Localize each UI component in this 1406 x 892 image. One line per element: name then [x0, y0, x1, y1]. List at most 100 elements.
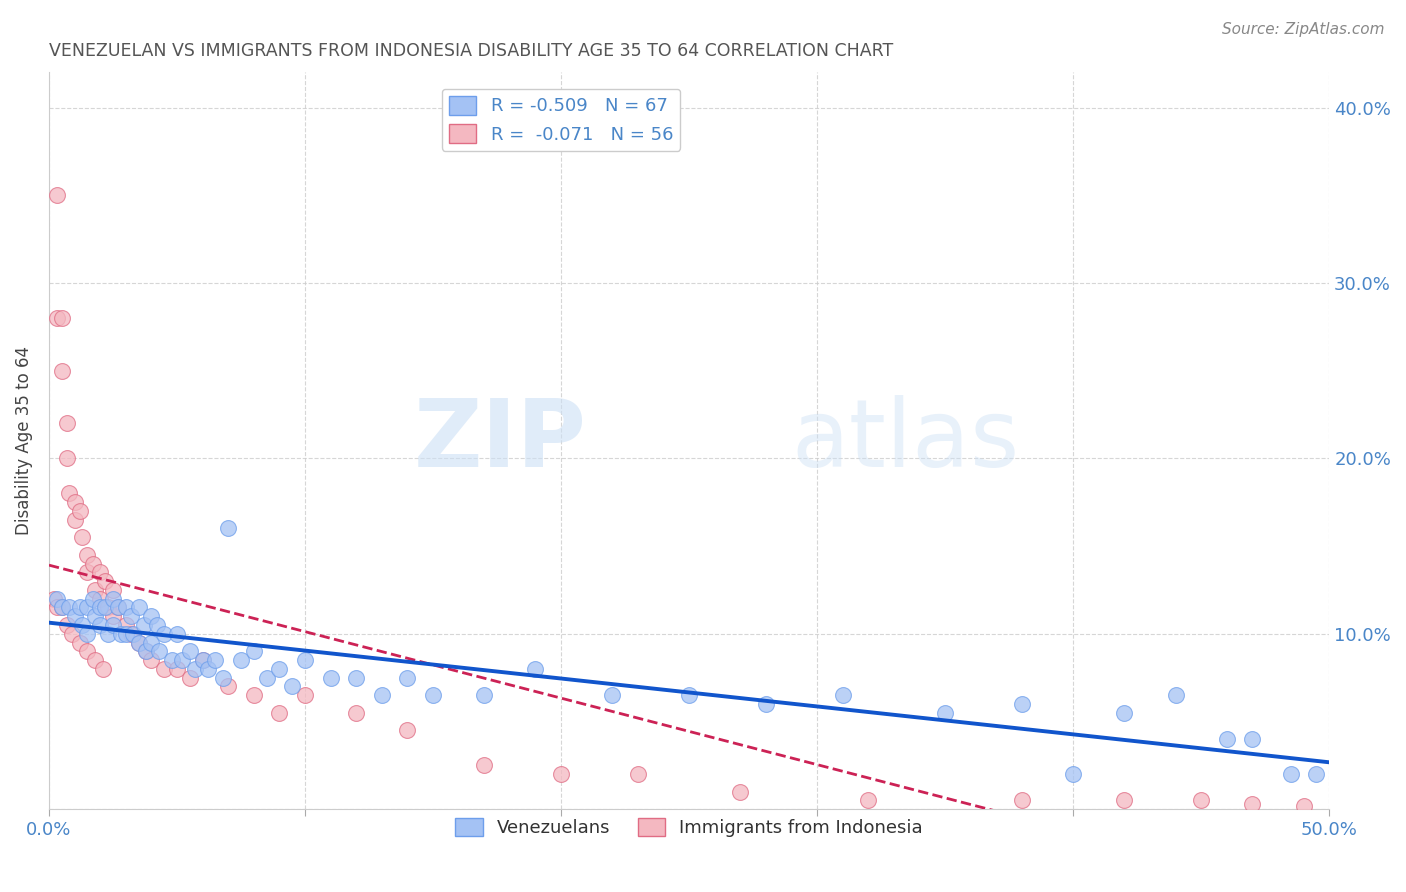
- Text: VENEZUELAN VS IMMIGRANTS FROM INDONESIA DISABILITY AGE 35 TO 64 CORRELATION CHAR: VENEZUELAN VS IMMIGRANTS FROM INDONESIA …: [49, 42, 893, 60]
- Point: [184, 662, 207, 676]
- Point: [179, 671, 201, 685]
- Point: [191, 653, 214, 667]
- Point: [51, 600, 73, 615]
- Point: [97, 626, 120, 640]
- Point: [120, 626, 142, 640]
- Point: [135, 644, 157, 658]
- Point: [45, 188, 67, 202]
- Point: [396, 671, 419, 685]
- Point: [191, 653, 214, 667]
- Point: [72, 618, 94, 632]
- Point: [56, 416, 79, 430]
- Point: [281, 679, 304, 693]
- Point: [84, 582, 107, 597]
- Point: [858, 793, 880, 807]
- Point: [76, 548, 98, 562]
- Point: [217, 521, 239, 535]
- Point: [63, 495, 86, 509]
- Point: [58, 600, 80, 615]
- Point: [91, 662, 114, 676]
- Point: [243, 644, 266, 658]
- Point: [396, 723, 419, 738]
- Point: [114, 618, 136, 632]
- Point: [145, 618, 167, 632]
- Y-axis label: Disability Age 35 to 64: Disability Age 35 to 64: [15, 346, 32, 535]
- Point: [107, 600, 129, 615]
- Point: [1241, 731, 1264, 746]
- Point: [1011, 793, 1033, 807]
- Point: [344, 671, 367, 685]
- Point: [166, 662, 188, 676]
- Point: [141, 609, 163, 624]
- Point: [135, 644, 157, 658]
- Point: [45, 600, 67, 615]
- Point: [160, 653, 183, 667]
- Point: [1189, 793, 1212, 807]
- Text: Source: ZipAtlas.com: Source: ZipAtlas.com: [1222, 22, 1385, 37]
- Point: [166, 626, 188, 640]
- Point: [132, 618, 155, 632]
- Point: [550, 767, 572, 781]
- Point: [101, 582, 124, 597]
- Point: [217, 679, 239, 693]
- Point: [51, 600, 73, 615]
- Point: [63, 513, 86, 527]
- Point: [172, 653, 194, 667]
- Point: [89, 591, 111, 606]
- Point: [56, 451, 79, 466]
- Point: [197, 662, 219, 676]
- Point: [141, 635, 163, 649]
- Point: [831, 688, 853, 702]
- Point: [101, 618, 124, 632]
- Point: [114, 626, 136, 640]
- Point: [153, 662, 176, 676]
- Point: [51, 310, 73, 325]
- Point: [243, 688, 266, 702]
- Point: [97, 600, 120, 615]
- Point: [82, 557, 104, 571]
- Point: [82, 591, 104, 606]
- Point: [319, 671, 342, 685]
- Point: [1305, 767, 1327, 781]
- Point: [934, 706, 956, 720]
- Point: [1011, 697, 1033, 711]
- Point: [344, 706, 367, 720]
- Point: [294, 653, 316, 667]
- Point: [51, 363, 73, 377]
- Point: [128, 635, 150, 649]
- Point: [269, 662, 291, 676]
- Point: [60, 626, 83, 640]
- Point: [76, 644, 98, 658]
- Text: ZIP: ZIP: [413, 395, 586, 487]
- Point: [58, 486, 80, 500]
- Point: [627, 767, 650, 781]
- Point: [256, 671, 278, 685]
- Point: [128, 635, 150, 649]
- Point: [1216, 731, 1239, 746]
- Point: [94, 574, 117, 588]
- Point: [600, 688, 623, 702]
- Point: [122, 626, 145, 640]
- Point: [1062, 767, 1084, 781]
- Point: [89, 600, 111, 615]
- Point: [269, 706, 291, 720]
- Point: [56, 618, 79, 632]
- Point: [524, 662, 547, 676]
- Point: [730, 784, 752, 798]
- Legend: Venezuelans, Immigrants from Indonesia: Venezuelans, Immigrants from Indonesia: [449, 811, 929, 845]
- Point: [229, 653, 252, 667]
- Point: [76, 600, 98, 615]
- Point: [114, 600, 136, 615]
- Point: [72, 530, 94, 544]
- Point: [472, 758, 495, 772]
- Point: [472, 688, 495, 702]
- Point: [755, 697, 778, 711]
- Point: [294, 688, 316, 702]
- Point: [89, 618, 111, 632]
- Point: [101, 609, 124, 624]
- Point: [45, 591, 67, 606]
- Point: [84, 653, 107, 667]
- Point: [45, 310, 67, 325]
- Point: [63, 609, 86, 624]
- Point: [1114, 793, 1136, 807]
